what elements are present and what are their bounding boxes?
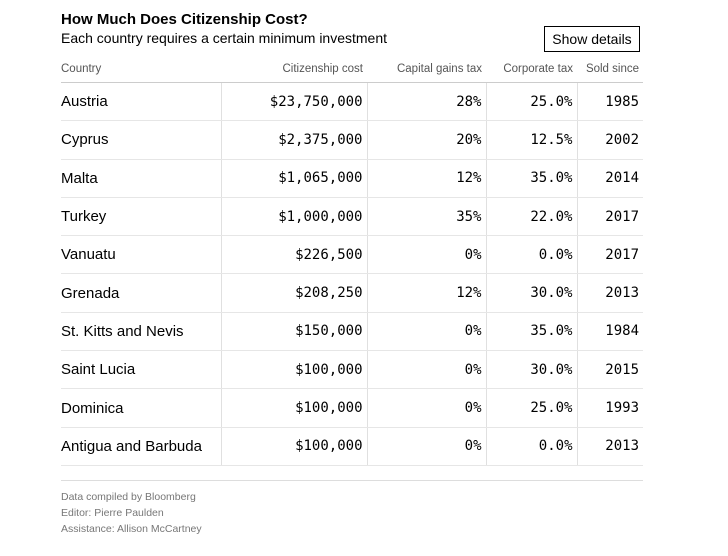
capital-gains-tax-cell: 12% (366, 273, 486, 313)
capital-gains-tax-cell: 0% (366, 388, 486, 428)
country-cell: Grenada (61, 273, 221, 313)
assistance-note: Assistance: Allison McCartney (61, 523, 202, 535)
column-header-citizenship-cost[interactable]: Citizenship cost (221, 56, 367, 83)
editor-note: Editor: Pierre Paulden (61, 507, 164, 519)
country-cell: Austria (61, 82, 221, 122)
sold-since-cell: 2013 (576, 273, 643, 313)
citizenship-cost-cell: $226,500 (220, 235, 367, 275)
country-cell: Dominica (61, 388, 221, 428)
capital-gains-tax-cell: 28% (366, 82, 486, 122)
capital-gains-tax-cell: 0% (366, 350, 486, 390)
citizenship-cost-cell: $2,375,000 (220, 120, 367, 160)
column-header-country[interactable]: Country (61, 56, 221, 83)
country-cell: Turkey (61, 197, 221, 237)
sold-since-cell: 2017 (576, 197, 643, 237)
corporate-tax-cell: 12.5% (485, 120, 577, 160)
corporate-tax-cell: 22.0% (485, 197, 577, 237)
capital-gains-tax-cell: 0% (366, 235, 486, 275)
table-row: Grenada $208,250 12% 30.0% 2013 (61, 273, 643, 313)
citizenship-cost-cell: $100,000 (220, 427, 367, 466)
footer: Data compiled by Bloomberg Editor: Pierr… (61, 480, 643, 537)
table-row: Vanuatu $226,500 0% 0.0% 2017 (61, 235, 643, 275)
corporate-tax-cell: 35.0% (485, 159, 577, 198)
capital-gains-tax-cell: 0% (366, 427, 486, 466)
country-cell: Saint Lucia (61, 350, 221, 390)
chart-subtitle: Each country requires a certain minimum … (61, 30, 388, 46)
source-note: Data compiled by Bloomberg (61, 491, 196, 503)
table-row: Saint Lucia $100,000 0% 30.0% 2015 (61, 350, 643, 390)
corporate-tax-cell: 30.0% (485, 273, 577, 313)
sold-since-cell: 1985 (576, 82, 643, 122)
citizenship-cost-cell: $100,000 (220, 350, 367, 390)
corporate-tax-cell: 30.0% (485, 350, 577, 390)
capital-gains-tax-cell: 35% (366, 197, 486, 237)
table-row: Cyprus $2,375,000 20% 12.5% 2002 (61, 120, 643, 160)
citizenship-table: Country Citizenship cost Capital gains t… (61, 56, 643, 466)
sold-since-cell: 2002 (576, 120, 643, 160)
chart-title: How Much Does Citizenship Cost? (61, 11, 308, 28)
table-body: Austria $23,750,000 28% 25.0% 1985 Cyprus $2,3… (61, 82, 643, 466)
citizenship-cost-cell: $1,000,000 (220, 197, 367, 237)
column-header-corporate-tax[interactable]: Corporate tax (486, 56, 577, 83)
column-header-capital-gains-tax[interactable]: Capital gains tax (367, 56, 486, 83)
table-header-row: Country Citizenship cost Capital gains t… (61, 56, 643, 83)
corporate-tax-cell: 25.0% (485, 82, 577, 122)
table-row: Malta $1,065,000 12% 35.0% 2014 (61, 159, 643, 198)
sold-since-cell: 2014 (576, 159, 643, 198)
table-row: Dominica $100,000 0% 25.0% 1993 (61, 388, 643, 428)
country-cell: Antigua and Barbuda (61, 427, 221, 466)
citizenship-cost-cell: $150,000 (220, 312, 367, 352)
column-header-sold-since[interactable]: Sold since (577, 56, 643, 83)
corporate-tax-cell: 35.0% (485, 312, 577, 352)
country-cell: Vanuatu (61, 235, 221, 275)
country-cell: St. Kitts and Nevis (61, 312, 221, 352)
sold-since-cell: 1993 (576, 388, 643, 428)
sold-since-cell: 1984 (576, 312, 643, 352)
capital-gains-tax-cell: 20% (366, 120, 486, 160)
show-details-button[interactable]: Show details (544, 26, 640, 52)
table-row: Turkey $1,000,000 35% 22.0% 2017 (61, 197, 643, 237)
citizenship-cost-cell: $100,000 (220, 388, 367, 428)
capital-gains-tax-cell: 0% (366, 312, 486, 352)
capital-gains-tax-cell: 12% (366, 159, 486, 198)
sold-since-cell: 2015 (576, 350, 643, 390)
table-row: St. Kitts and Nevis $150,000 0% 35.0% 1984 (61, 312, 643, 352)
corporate-tax-cell: 0.0% (485, 235, 577, 275)
country-cell: Cyprus (61, 120, 221, 160)
citizenship-cost-cell: $1,065,000 (220, 159, 367, 198)
corporate-tax-cell: 25.0% (485, 388, 577, 428)
table-row: Antigua and Barbuda $100,000 0% 0.0% 2013 (61, 427, 643, 466)
citizenship-cost-cell: $23,750,000 (220, 82, 367, 122)
sold-since-cell: 2013 (576, 427, 643, 466)
citizenship-cost-cell: $208,250 (220, 273, 367, 313)
table-row: Austria $23,750,000 28% 25.0% 1985 (61, 82, 643, 122)
country-cell: Malta (61, 159, 221, 198)
corporate-tax-cell: 0.0% (485, 427, 577, 466)
sold-since-cell: 2017 (576, 235, 643, 275)
